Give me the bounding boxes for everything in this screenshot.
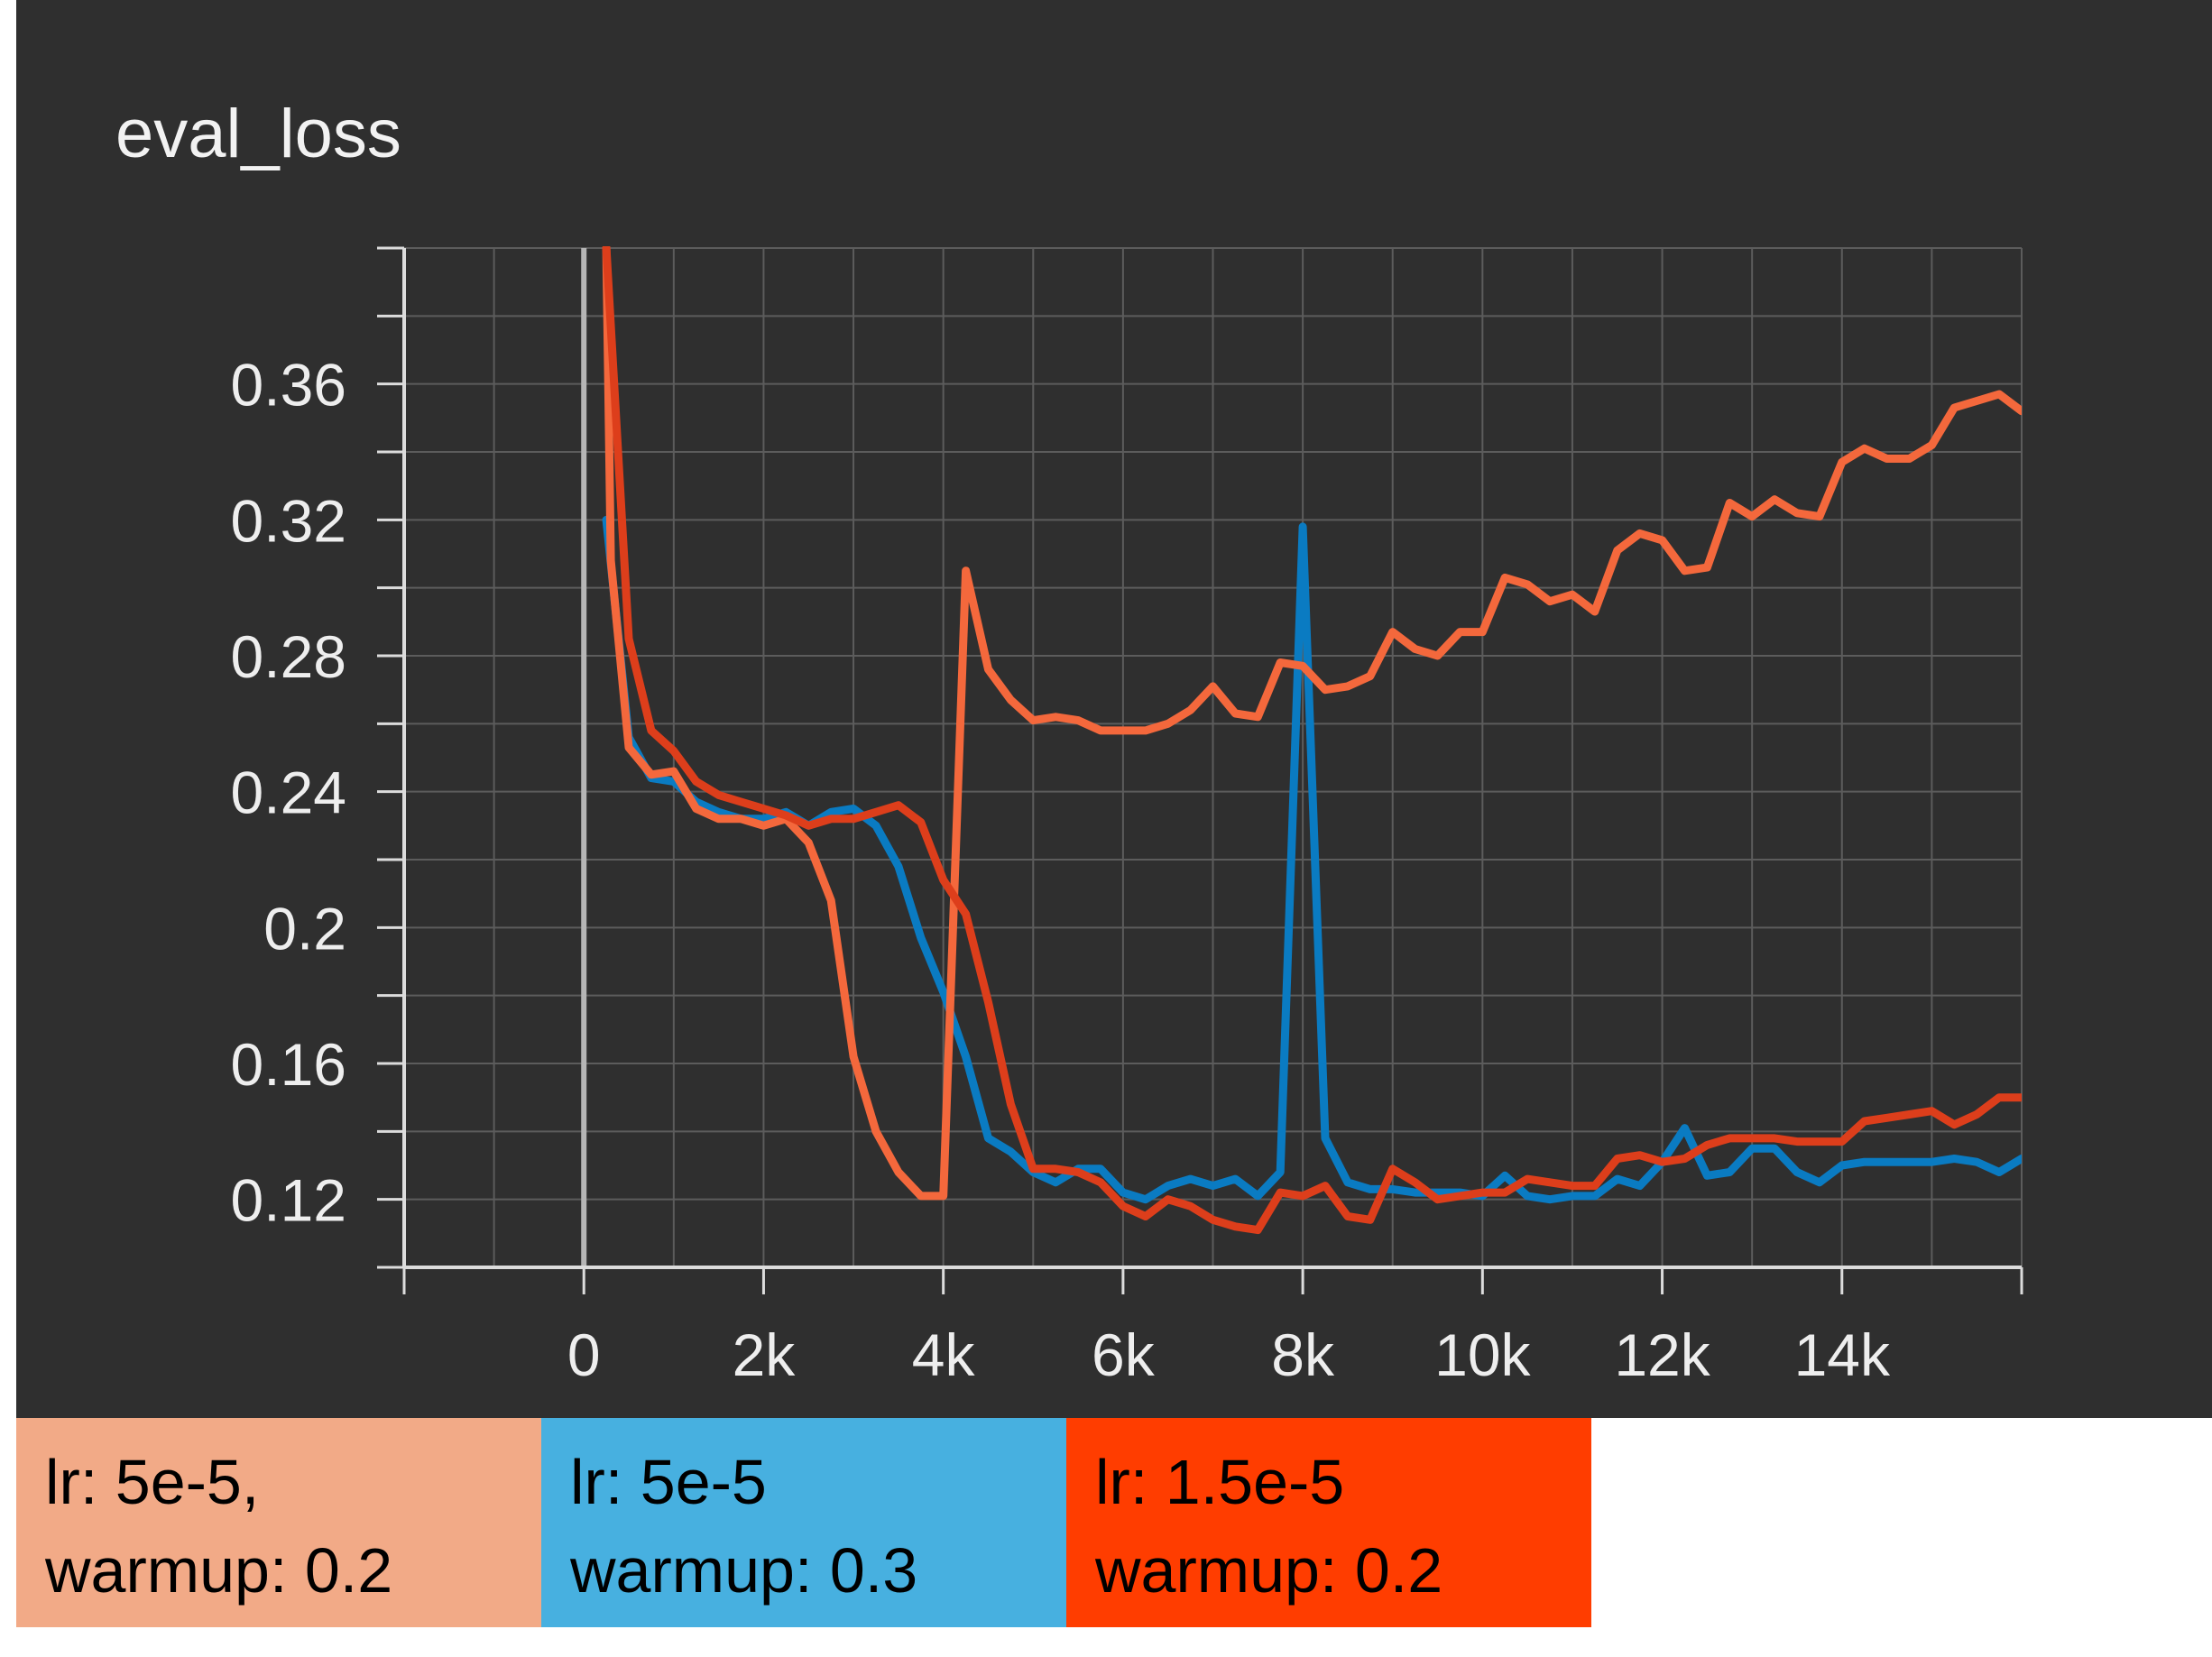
legend-line: warmup: 0.3 [570, 1535, 918, 1606]
chart-panel: eval_loss 0.12 0.16 0.2 0.24 0.28 0.32 0.36 0 2k… [16, 0, 2212, 1418]
line-chart: 0.12 0.16 0.2 0.24 0.28 0.32 0.36 0 2k 4k 6k 8k 10k 1… [231, 246, 2023, 1388]
x-tick-label: 10k [1434, 1321, 1531, 1388]
x-tick-label: 2k [733, 1321, 797, 1388]
x-tick-label: 0 [567, 1321, 601, 1388]
y-tick-label: 0.2 [263, 895, 346, 962]
legend-line: lr: 5e-5, [45, 1447, 260, 1517]
y-tick-label: 0.32 [231, 487, 346, 554]
series-line-2 [602, 515, 2022, 1204]
series-line-3 [602, 246, 2022, 1235]
y-tick-label: 0.12 [231, 1167, 346, 1234]
legend-line: lr: 5e-5 [570, 1447, 767, 1517]
x-tick-label: 12k [1614, 1321, 1710, 1388]
y-tick-label: 0.36 [231, 352, 346, 419]
x-tick-label: 4k [912, 1321, 976, 1388]
legend-line: warmup: 0.2 [1095, 1535, 1443, 1606]
legend-line: lr: 1.5e-5 [1095, 1447, 1345, 1517]
chart-title: eval_loss [115, 96, 401, 172]
y-tick-label: 0.16 [231, 1031, 346, 1098]
legend-entry-3: lr: 1.5e-5 warmup: 0.2 [1066, 1418, 1591, 1627]
y-tick-label: 0.28 [231, 623, 346, 690]
series-line-1 [602, 246, 2022, 1201]
x-tick-label: 8k [1271, 1321, 1335, 1388]
y-tick-label: 0.24 [231, 759, 346, 826]
legend-entry-2: lr: 5e-5 warmup: 0.3 [541, 1418, 1066, 1627]
legend-entry-1: lr: 5e-5, warmup: 0.2 [16, 1418, 541, 1627]
legend-line: warmup: 0.2 [45, 1535, 393, 1606]
legend: lr: 5e-5, warmup: 0.2 lr: 5e-5 warmup: 0… [16, 1418, 1591, 1627]
x-tick-label: 14k [1794, 1321, 1891, 1388]
x-tick-label: 6k [1092, 1321, 1156, 1388]
